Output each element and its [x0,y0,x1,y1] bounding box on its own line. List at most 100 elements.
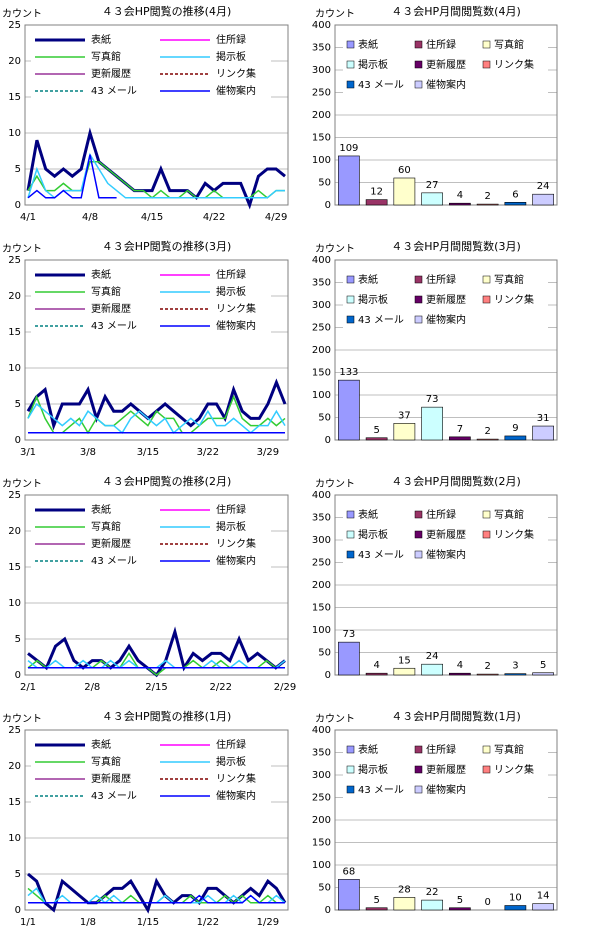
legend-label: 更新履歴 [91,67,131,80]
legend-label: 催物案内 [426,548,466,561]
legend-label: 表紙 [91,738,111,751]
value-label: 2 [484,426,490,437]
legend-label: 更新履歴 [91,302,131,315]
legend-label: 住所録 [426,508,456,521]
legend-swatch [346,40,355,49]
value-label: 4 [373,660,379,671]
legend-label: 表紙 [91,33,111,46]
chart-title: ４３会HP閲覧の推移(3月) [102,239,232,253]
legend-swatch [414,40,423,49]
legend-label: 更新履歴 [91,537,131,550]
legend-swatch [482,530,491,539]
y-tick-label: 5 [15,164,21,175]
value-label: 10 [509,893,522,904]
y-tick-label: 400 [312,725,331,736]
series-line [27,402,286,434]
value-label: 2 [484,191,490,202]
legend-box [343,738,548,800]
y-tick-label: 200 [312,580,331,591]
value-label: 68 [343,866,356,877]
legend-label: 更新履歴 [426,293,466,306]
y-tick-label: 5 [15,634,21,645]
value-label: 4 [457,660,463,671]
legend-box [343,268,548,330]
legend-label: 写真館 [91,520,121,533]
bar [393,423,416,441]
legend-label: 表紙 [358,508,378,521]
y-tick-label: 150 [312,133,331,144]
legend-swatch [482,60,491,69]
legend-label: 表紙 [358,273,378,286]
y-tick-label: 10 [8,128,21,139]
x-tick-label: 2/22 [210,682,232,693]
x-tick-label: 1/1 [20,917,36,928]
y-tick-label: 50 [318,413,331,424]
value-label: 4 [457,190,463,201]
legend-label: 43 メール [91,556,137,567]
y-tick-label: 15 [8,92,21,103]
x-tick-label: 2/15 [145,682,167,693]
legend-label: 表紙 [91,268,111,281]
value-label: 31 [537,413,550,424]
bar [449,672,471,676]
x-tick-label: 4/1 [20,212,36,223]
y-tick-label: 150 [312,603,331,614]
legend-swatch [346,530,355,539]
legend-label: 43 メール [358,785,404,796]
y-tick-label: 250 [312,558,331,569]
bar [504,435,527,441]
legend-label: 催物案内 [426,78,466,91]
legend-label: 住所録 [426,38,456,51]
legend-swatch [414,80,423,89]
legend-swatch [346,275,355,284]
legend-label: リンク集 [494,293,534,306]
y-tick-label: 10 [8,833,21,844]
bar [504,673,527,676]
y-tick-label: 250 [312,88,331,99]
bar [449,907,471,911]
y-axis-label: カウント [315,243,355,255]
legend-label: 写真館 [494,508,524,521]
series-line [27,152,285,199]
legend-label: 写真館 [494,38,524,51]
value-label: 5 [457,895,463,906]
legend-label: 43 メール [91,791,137,802]
value-label: 3 [512,661,518,672]
legend-label: 掲示板 [216,520,246,533]
bar [338,641,360,676]
value-label: 22 [426,887,439,898]
x-tick-label: 4/8 [82,212,98,223]
x-tick-label: 2/1 [20,682,36,693]
y-tick-label: 0 [325,200,331,211]
x-tick-label: 1/22 [197,917,219,928]
legend-swatch [414,510,423,519]
legend-label: 表紙 [91,503,111,516]
legend-label: 43 メール [358,550,404,561]
legend-label: 催物案内 [426,313,466,326]
series-line [27,394,286,435]
bar [393,897,416,911]
value-label: 14 [537,891,550,902]
legend-label: リンク集 [494,58,534,71]
legend-swatch [414,550,423,559]
value-label: 37 [398,410,411,421]
legend-label: 表紙 [358,38,378,51]
y-tick-label: 5 [15,399,21,410]
y-tick-label: 200 [312,815,331,826]
y-tick-label: 250 [312,323,331,334]
y-tick-label: 0 [15,435,21,446]
legend-swatch [414,60,423,69]
legend-label: 写真館 [91,50,121,63]
bar [476,438,499,441]
bar [393,667,416,676]
y-tick-label: 15 [8,797,21,808]
legend-label: リンク集 [216,302,256,315]
bar [532,672,554,676]
bar [449,202,471,206]
legend-swatch [482,510,491,519]
x-tick-label: 4/22 [203,212,225,223]
y-tick-label: 200 [312,110,331,121]
y-tick-label: 10 [8,363,21,374]
chart-title: ４３会HP月間閲覧数(4月) [391,4,521,18]
bar [365,907,388,911]
